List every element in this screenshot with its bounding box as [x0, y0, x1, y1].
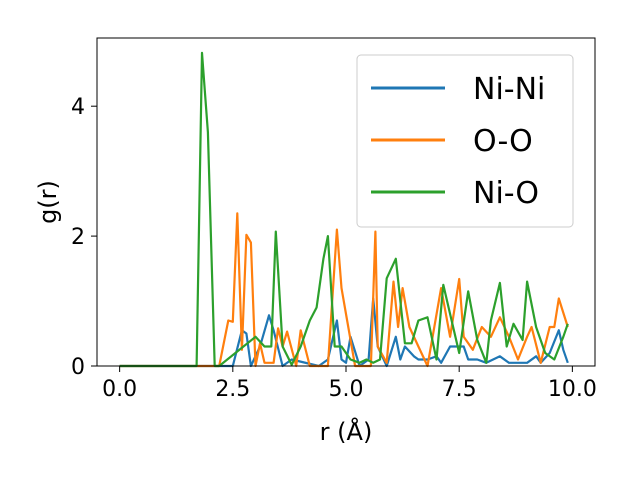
y-axis-label: g(r): [34, 180, 62, 224]
y-tick-label: 2: [71, 225, 85, 250]
x-tick-label: 2.5: [215, 377, 250, 402]
legend-label: Ni-Ni: [473, 72, 545, 107]
x-tick-label: 0.0: [102, 377, 137, 402]
y-tick-label: 0: [71, 355, 85, 380]
legend-item-ni-ni: Ni-Ni: [371, 72, 545, 107]
legend-label: O-O: [473, 124, 533, 159]
legend-box: [356, 54, 574, 228]
series-line-ni-ni: [119, 297, 569, 368]
x-tick-label: 7.5: [442, 377, 477, 402]
x-tick-label: 10.0: [548, 377, 597, 402]
legend: Ni-Ni O-O Ni-O: [356, 54, 574, 228]
y-axis: 0 2 4: [71, 95, 97, 380]
x-axis: 0.0 2.5 5.0 7.5 10.0: [102, 366, 597, 402]
x-tick-label: 5.0: [329, 377, 364, 402]
legend-item-ni-o: Ni-O: [371, 176, 539, 211]
series-line-ni-o: [119, 51, 569, 368]
legend-item-o-o: O-O: [371, 124, 533, 159]
x-axis-label: r (Å): [320, 417, 373, 446]
y-tick-label: 4: [71, 95, 85, 120]
legend-label: Ni-O: [473, 176, 539, 211]
